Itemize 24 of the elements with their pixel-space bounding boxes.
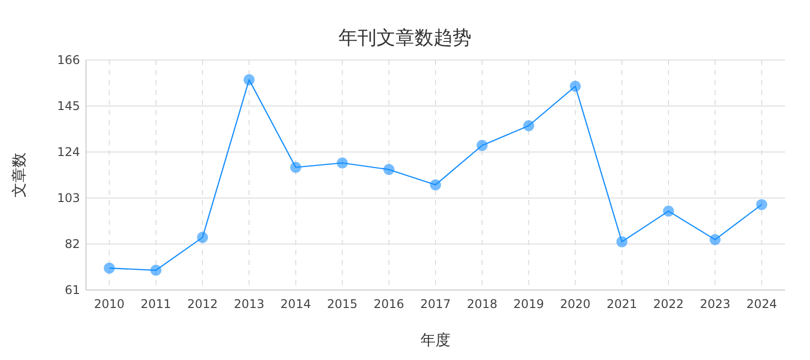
y-tick-label: 82 xyxy=(64,237,80,251)
y-tick-label: 124 xyxy=(57,145,80,159)
y-tick-label: 61 xyxy=(64,283,80,297)
y-axis-title: 文章数 xyxy=(10,152,28,198)
x-tick-label: 2021 xyxy=(606,297,638,311)
x-tick-label: 2016 xyxy=(374,297,404,311)
y-tick-label: 145 xyxy=(57,99,80,113)
x-tick-label: 2018 xyxy=(466,297,498,311)
x-tick-label: 2015 xyxy=(327,297,358,311)
x-tick-label: 2024 xyxy=(746,297,777,311)
x-tick-label: 2012 xyxy=(187,297,218,311)
chart-title: 年刊文章数趋势 xyxy=(338,27,472,49)
x-tick-label: 2011 xyxy=(140,297,172,311)
x-tick-label: 2020 xyxy=(560,297,591,311)
x-tick-label: 2022 xyxy=(653,297,684,311)
x-tick-label: 2017 xyxy=(420,297,451,311)
x-axis-title: 年度 xyxy=(420,331,450,349)
x-tick-label: 2010 xyxy=(94,297,125,311)
x-tick-label: 2019 xyxy=(513,297,544,311)
x-tick-label: 2014 xyxy=(280,297,311,311)
x-tick-label: 2013 xyxy=(234,297,264,311)
y-tick-label: 103 xyxy=(57,191,80,205)
x-tick-label: 2023 xyxy=(700,297,730,311)
y-tick-label: 166 xyxy=(57,53,80,67)
